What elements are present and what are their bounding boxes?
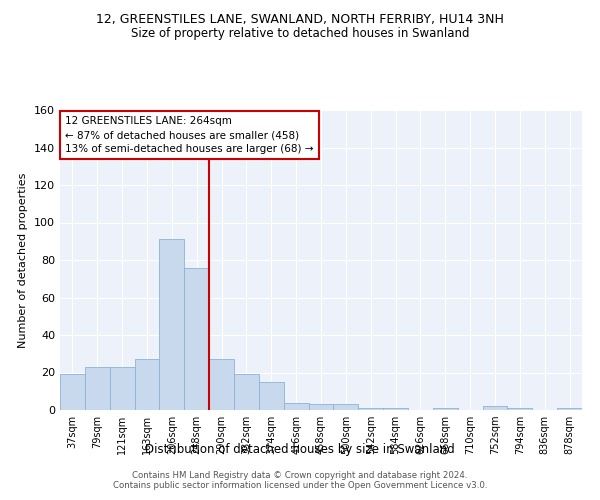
Bar <box>209 360 234 410</box>
Text: Size of property relative to detached houses in Swanland: Size of property relative to detached ho… <box>131 28 469 40</box>
Bar <box>383 408 408 410</box>
Bar <box>85 367 110 410</box>
Bar <box>134 360 160 410</box>
Bar <box>358 408 383 410</box>
Y-axis label: Number of detached properties: Number of detached properties <box>19 172 28 348</box>
Bar <box>557 408 582 410</box>
Bar <box>234 374 259 410</box>
Bar <box>259 382 284 410</box>
Bar <box>184 268 209 410</box>
Text: 12 GREENSTILES LANE: 264sqm
← 87% of detached houses are smaller (458)
13% of se: 12 GREENSTILES LANE: 264sqm ← 87% of det… <box>65 116 314 154</box>
Bar <box>308 404 334 410</box>
Text: 12, GREENSTILES LANE, SWANLAND, NORTH FERRIBY, HU14 3NH: 12, GREENSTILES LANE, SWANLAND, NORTH FE… <box>96 12 504 26</box>
Bar <box>160 240 184 410</box>
Text: Contains HM Land Registry data © Crown copyright and database right 2024.
Contai: Contains HM Land Registry data © Crown c… <box>113 470 487 490</box>
Bar <box>284 402 308 410</box>
Bar <box>110 367 134 410</box>
Bar <box>482 406 508 410</box>
Text: Distribution of detached houses by size in Swanland: Distribution of detached houses by size … <box>145 442 455 456</box>
Bar <box>508 408 532 410</box>
Bar <box>60 374 85 410</box>
Bar <box>334 404 358 410</box>
Bar <box>433 408 458 410</box>
